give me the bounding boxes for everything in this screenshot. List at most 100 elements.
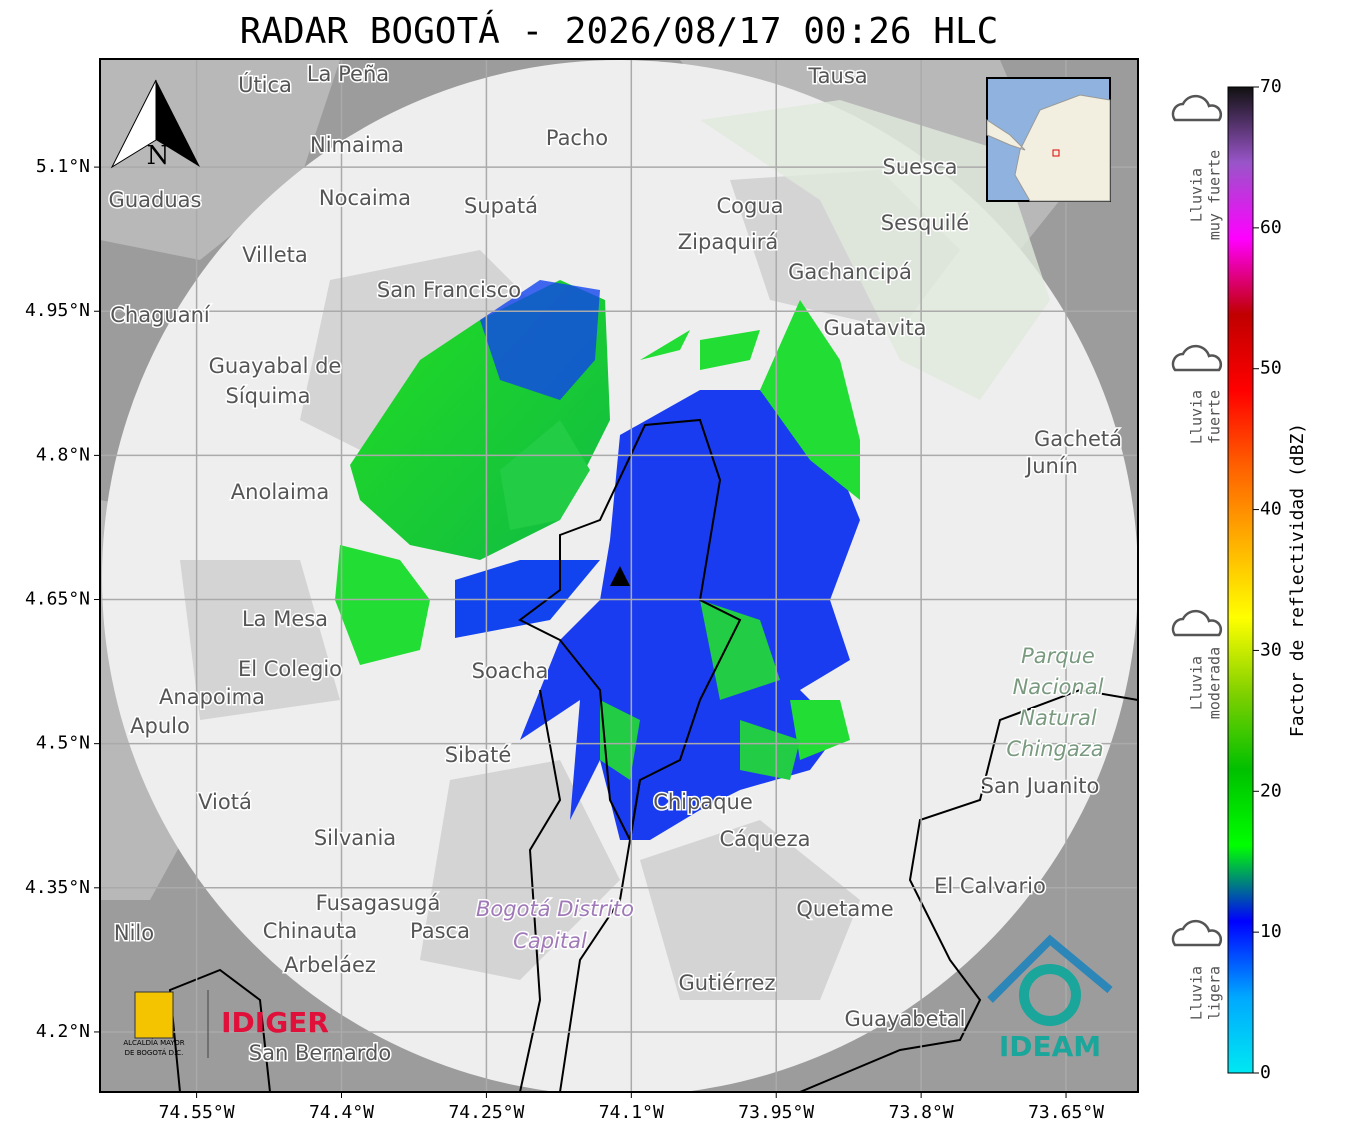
place-label: Cogua [716, 194, 783, 218]
ideam-logo: IDEAM [999, 1030, 1101, 1063]
x-tick-label: 73.65°W [1028, 1102, 1104, 1123]
place-label: Zipaquirá [678, 230, 778, 254]
y-tick-label: 5.1°N [36, 156, 90, 177]
x-tick-label: 74.4°W [309, 1102, 374, 1123]
place-label: Tausa [807, 64, 867, 88]
legend-icon [1171, 94, 1223, 122]
colorbar-tick-label: 20 [1260, 780, 1282, 801]
radar-echo [335, 280, 860, 840]
logos: ALCALDÍA MAYOR DE BOGOTÁ D.C. IDIGER IDE… [123, 934, 1113, 1063]
place-label: Guayabal de [209, 354, 342, 378]
legend-icon [1171, 609, 1223, 637]
department-boundary [168, 688, 1138, 1092]
x-tick-label: 73.95°W [738, 1102, 814, 1123]
place-label: Chipaque [653, 790, 753, 814]
place-label: Soacha [472, 659, 549, 683]
place-label: Nacional [1013, 675, 1104, 699]
legend-label: muy fuerte [1206, 150, 1224, 240]
x-tick-label: 73.8°W [889, 1102, 954, 1123]
bogota-boundary [518, 418, 742, 844]
y-tick-label: 4.5°N [36, 733, 90, 754]
place-label: Apulo [130, 714, 190, 738]
place-label: Guatavita [824, 316, 927, 340]
place-label: Pasca [410, 919, 470, 943]
place-label: Guaduas [109, 188, 202, 212]
place-label: Nimaima [310, 133, 404, 157]
place-label: Chingaza [1006, 737, 1103, 761]
legend-item: Lluvia moderada [1171, 609, 1224, 719]
legend-label: fuerte [1206, 390, 1224, 444]
idiger-logo: IDIGER [221, 1006, 329, 1039]
place-label: Nilo [114, 921, 154, 945]
legend-label: Lluvia [1188, 966, 1206, 1020]
place-label: La Mesa [242, 607, 328, 631]
place-label: Anapoima [159, 685, 265, 709]
place-label: Anolaima [231, 480, 329, 504]
legend-icon [1171, 344, 1223, 372]
place-label: Guayabetal [845, 1007, 966, 1031]
place-label: San Bernardo [249, 1041, 391, 1065]
colorbar-tick-label: 10 [1260, 921, 1282, 942]
y-tick-label: 4.35°N [25, 877, 90, 898]
colorbar-label: Factor de reflectividad (dBZ) [1287, 423, 1308, 737]
y-tick-label: 4.65°N [25, 589, 90, 610]
place-label: Quetame [796, 897, 893, 921]
colorbar [1227, 86, 1254, 1074]
place-label: Nocaima [319, 186, 411, 210]
colorbar-tick-label: 0 [1260, 1062, 1271, 1083]
y-tick-label: 4.8°N [36, 444, 90, 465]
place-label: Silvania [314, 826, 396, 850]
north-label: N [147, 141, 170, 171]
north-arrow: N [110, 79, 200, 171]
place-label: Sesquilé [881, 211, 969, 235]
legend-label: Lluvia [1188, 390, 1206, 444]
place-label: San Francisco [377, 278, 521, 302]
place-label: El Colegio [238, 657, 342, 681]
place-label: Sibaté [445, 743, 512, 767]
place-label: Cáqueza [720, 827, 811, 851]
legend-item: Lluvia fuerte [1171, 344, 1224, 444]
y-tick-label: 4.95°N [25, 300, 90, 321]
place-label: Capital [513, 929, 587, 953]
x-tick-label: 74.55°W [159, 1102, 235, 1123]
place-label: Supatá [464, 194, 538, 218]
map-frame [99, 58, 1139, 1093]
place-label: La Peña [307, 62, 389, 86]
radar-site [610, 566, 630, 586]
place-label: Pacho [546, 126, 608, 150]
x-tick-label: 74.1°W [599, 1102, 664, 1123]
terrain [180, 170, 960, 1000]
legend-label: Lluvia [1188, 168, 1206, 222]
place-label: Gachancipá [788, 260, 912, 284]
alcaldia-logo: ALCALDÍA MAYOR [123, 1038, 184, 1047]
legend-icon [1171, 919, 1223, 947]
place-label: Junín [1024, 454, 1078, 478]
map: La Peña Útica Tausa Pacho Nimaima Suesca Guadu… [100, 59, 1138, 1092]
title: RADAR BOGOTÁ - 2026/08/17 00:26 HLC [240, 10, 999, 52]
place-label: Arbeláez [284, 953, 376, 977]
x-tick-label: 74.25°W [448, 1102, 524, 1123]
place-label: Gachetá [1034, 427, 1122, 451]
inset-map [986, 77, 1111, 202]
colorbar-tick-label: 70 [1260, 76, 1282, 97]
alcaldia-logo: DE BOGOTÁ D.C. [125, 1048, 184, 1057]
colorbar-tick-label: 50 [1260, 358, 1282, 379]
place-label: Parque [1021, 644, 1095, 668]
place-label: Gutiérrez [679, 971, 776, 995]
place-label: Útica [238, 72, 292, 97]
legend-item: Lluvia muy fuerte [1171, 94, 1224, 240]
place-label: Villeta [242, 243, 307, 267]
place-label: Bogotá Distrito [476, 897, 634, 921]
place-label: Chinauta [263, 919, 357, 943]
place-label: Síquima [226, 384, 311, 408]
place-label: San Juanito [981, 774, 1100, 798]
colorbar-tick-label: 30 [1260, 639, 1282, 660]
legend-item: Lluvia ligera [1171, 919, 1224, 1020]
forest [700, 100, 1050, 400]
place-label: Suesca [883, 155, 958, 179]
legend-label: ligera [1206, 966, 1224, 1020]
place-label: Natural [1019, 706, 1097, 730]
legend-label: moderada [1206, 647, 1224, 719]
place-label: El Calvario [934, 874, 1046, 898]
colorbar-tick-label: 40 [1260, 499, 1282, 520]
